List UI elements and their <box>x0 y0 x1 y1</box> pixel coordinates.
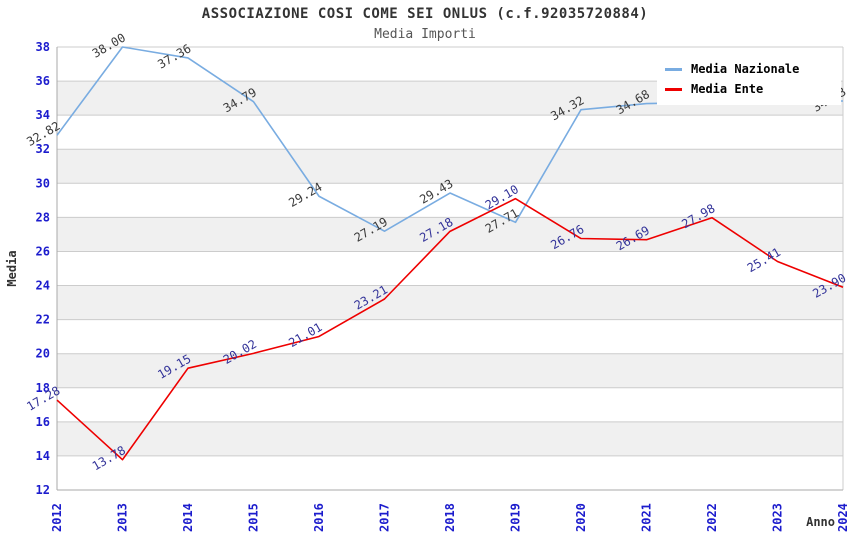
legend-label: Media Ente <box>691 82 764 96</box>
chart-subtitle: Media Importi <box>374 27 476 42</box>
x-tick-label: 2023 <box>771 503 785 532</box>
y-tick-label: 36 <box>36 74 50 88</box>
y-tick-label: 16 <box>36 415 50 429</box>
x-tick-label: 2013 <box>116 503 130 532</box>
plot-band <box>57 149 843 184</box>
x-tick-label: 2019 <box>509 503 523 532</box>
media-nazionale-line-swatch-icon <box>665 67 682 71</box>
x-axis-title: Anno <box>806 515 835 529</box>
legend-item-media-nazionale: Media Nazionale <box>665 59 837 79</box>
y-tick-label: 18 <box>36 381 50 395</box>
data-label-media-nazionale: 37.36 <box>155 41 193 71</box>
x-tick-label: 2012 <box>50 503 64 532</box>
y-tick-label: 32 <box>36 142 50 156</box>
media-ente-line-swatch-icon <box>665 87 682 91</box>
x-tick-label: 2016 <box>312 503 326 532</box>
data-label-media-ente: 29.10 <box>483 182 521 212</box>
chart-legend: Media Nazionale Media Ente <box>657 53 841 105</box>
data-label-media-nazionale: 29.24 <box>286 180 324 210</box>
data-label-media-nazionale: 38.00 <box>90 30 128 60</box>
plot-band <box>57 421 843 456</box>
y-tick-label: 30 <box>36 176 50 190</box>
y-tick-label: 12 <box>36 483 50 497</box>
legend-label: Media Nazionale <box>691 62 800 76</box>
y-tick-label: 24 <box>36 279 50 293</box>
x-tick-label: 2021 <box>640 503 654 532</box>
y-tick-label: 14 <box>36 449 50 463</box>
data-label-media-ente: 21.01 <box>286 320 324 350</box>
y-tick-label: 28 <box>36 210 50 224</box>
legend-item-media-ente: Media Ente <box>665 79 837 99</box>
x-tick-label: 2017 <box>378 503 392 532</box>
y-tick-label: 26 <box>36 244 50 258</box>
series-line-media-ente <box>56 197 844 461</box>
chart-title: ASSOCIAZIONE COSI COME SEI ONLUS (c.f.92… <box>201 6 649 22</box>
plot-band <box>57 353 843 388</box>
x-tick-label: 2020 <box>574 503 588 532</box>
x-tick-label: 2015 <box>247 503 261 532</box>
x-tick-label: 2024 <box>836 503 850 532</box>
y-tick-label: 20 <box>36 347 50 361</box>
plot-band <box>57 217 843 252</box>
y-tick-label: 22 <box>36 313 50 327</box>
x-tick-label: 2022 <box>705 503 719 532</box>
y-axis-title: Media <box>5 250 19 286</box>
plot-band <box>57 285 843 320</box>
x-tick-label: 2018 <box>443 503 457 532</box>
y-tick-label: 34 <box>36 108 50 122</box>
x-tick-label: 2014 <box>181 503 195 532</box>
y-tick-label: 38 <box>36 40 50 54</box>
